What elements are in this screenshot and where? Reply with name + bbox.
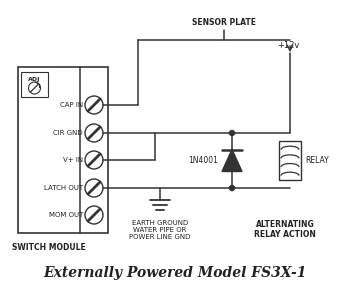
Text: CIR GND: CIR GND [53,130,83,136]
Polygon shape [222,150,242,172]
Circle shape [230,131,235,135]
Bar [21,72,48,97]
Text: RELAY: RELAY [305,156,329,165]
Text: MOM OUT: MOM OUT [49,212,83,218]
Text: +12v: +12v [277,41,299,50]
Text: V+ IN: V+ IN [63,157,83,163]
Bar [18,67,108,233]
Text: SWITCH MODULE: SWITCH MODULE [12,243,86,252]
Text: Externally Powered Model FS3X-1: Externally Powered Model FS3X-1 [43,266,307,280]
Bar [279,141,301,180]
Circle shape [230,186,235,190]
Text: ALTERNATING
RELAY ACTION: ALTERNATING RELAY ACTION [254,220,316,239]
Text: EARTH GROUND
WATER PIPE OR
POWER LINE GND: EARTH GROUND WATER PIPE OR POWER LINE GN… [129,220,191,240]
Text: 1N4001: 1N4001 [188,156,218,165]
Text: LATCH OUT: LATCH OUT [44,185,83,191]
Text: CAP IN: CAP IN [60,102,83,108]
Text: SENSOR PLATE: SENSOR PLATE [192,18,256,27]
Text: ADJ: ADJ [28,76,41,82]
